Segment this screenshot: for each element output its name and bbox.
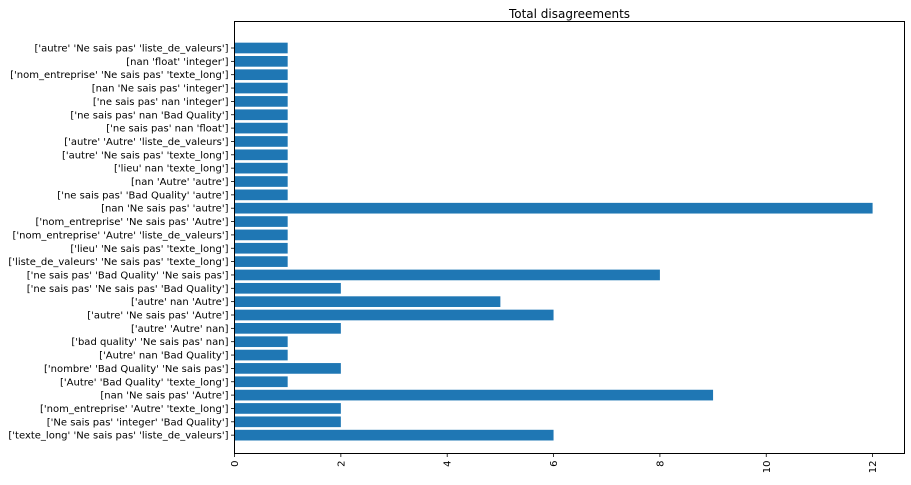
- bar: [234, 202, 873, 214]
- y-tick-label: ['nombre' 'Bad Quality' 'Ne sais pas']: [44, 364, 229, 375]
- y-tick-label: ['lieu' 'Ne sais pas' 'texte_long']: [70, 244, 228, 255]
- bar: [234, 323, 341, 334]
- bar: [234, 136, 288, 147]
- y-tick-label: ['nom_entreprise' 'Autre' 'texte_long']: [40, 404, 229, 415]
- y-tick-label: ['autre' nan 'Autre']: [131, 297, 229, 308]
- y-tick-label: ['ne sais pas' 'Bad Quality' 'Ne sais pa…: [27, 270, 229, 281]
- plot-frame: [234, 21, 905, 454]
- y-tick-label: ['autre' 'Ne sais pas' 'Autre']: [87, 311, 228, 322]
- bar: [234, 82, 288, 94]
- y-tick-label: ['texte_long' 'Ne sais pas' 'liste_de_va…: [8, 431, 228, 442]
- bar: [234, 242, 288, 254]
- bar: [234, 176, 288, 187]
- y-tick-label: ['ne sais pas' 'Bad Quality' 'autre']: [57, 190, 228, 201]
- y-tick-label: ['ne sais pas' nan 'integer']: [93, 97, 229, 108]
- y-tick-label: [nan 'Autre' 'autre']: [131, 177, 229, 188]
- x-tick-label: 4: [443, 461, 454, 467]
- y-tick-label: ['autre' 'Autre' 'liste_de_valeurs']: [64, 137, 228, 148]
- y-tick-label: ['ne sais pas' nan 'float']: [106, 124, 228, 135]
- y-tick-label: ['nom_entreprise' 'Autre' 'liste_de_vale…: [12, 230, 228, 241]
- bar: [234, 56, 288, 67]
- y-tick-label: ['liste_de_valeurs' 'Ne sais pas' 'texte…: [8, 257, 228, 268]
- bar: [234, 296, 501, 307]
- y-tick-label: [nan 'Ne sais pas' 'integer']: [92, 84, 229, 95]
- y-tick-label: [nan 'Ne sais pas' 'Autre']: [100, 391, 228, 402]
- bar: [234, 389, 714, 401]
- bar: [234, 216, 288, 227]
- bar: [234, 96, 288, 107]
- y-tick-label: ['nom_entreprise' 'Ne sais pas' 'texte_l…: [10, 70, 228, 81]
- y-tick-label: ['Ne sais pas' 'integer' 'Bad Quality']: [47, 417, 229, 428]
- x-tick-label: 8: [655, 461, 666, 467]
- x-tick-label: 10: [762, 461, 773, 474]
- y-axis: ['autre' 'Ne sais pas' 'liste_de_valeurs…: [8, 44, 235, 442]
- x-tick-label: 12: [868, 461, 879, 474]
- bar: [234, 309, 554, 321]
- bar: [234, 42, 288, 54]
- y-tick-label: ['ne sais pas' 'Ne sais pas' 'Bad Qualit…: [27, 284, 229, 295]
- bar: [234, 109, 288, 121]
- x-axis: 0 2 4 6 8 10 12: [230, 453, 879, 474]
- y-tick-label: ['bad quality' 'Ne sais pas' nan]: [71, 337, 228, 348]
- chart-title: Total disagreements: [508, 7, 630, 21]
- bar: [234, 269, 660, 281]
- bar: [234, 162, 288, 174]
- y-tick-label: ['nom_entreprise' 'Ne sais pas' 'Autre']: [35, 217, 228, 228]
- bar: [234, 69, 288, 81]
- y-tick-label: [nan 'float' 'integer']: [126, 57, 228, 68]
- y-tick-label: ['autre' 'Ne sais pas' 'texte_long']: [62, 150, 229, 161]
- y-tick-label: ['lieu' nan 'texte_long']: [114, 164, 229, 175]
- bar: [234, 282, 341, 294]
- x-tick-label: 0: [230, 461, 241, 467]
- bar: [234, 403, 341, 414]
- bar: [234, 363, 341, 374]
- y-tick-label: ['ne sais pas' nan 'Bad Quality']: [70, 110, 228, 121]
- bar: [234, 122, 288, 134]
- y-tick-label: ['autre' 'Autre' nan]: [131, 324, 229, 335]
- bar: [234, 256, 288, 267]
- bar: [234, 229, 288, 241]
- y-tick-label: ['Autre' 'Bad Quality' 'texte_long']: [60, 377, 229, 388]
- x-tick-label: 2: [336, 461, 347, 467]
- y-tick-label: ['Autre' nan 'Bad Quality']: [99, 351, 228, 362]
- bar: [234, 349, 288, 361]
- bar: [234, 376, 288, 388]
- y-tick-label: ['autre' 'Ne sais pas' 'liste_de_valeurs…: [34, 44, 228, 55]
- bar: [234, 429, 554, 441]
- bars-group: [234, 42, 873, 441]
- bar: [234, 416, 341, 428]
- bar: [234, 336, 288, 348]
- bar: [234, 189, 288, 201]
- x-tick-label: 6: [549, 461, 560, 467]
- bar: [234, 149, 288, 161]
- y-tick-label: [nan 'Ne sais pas' 'autre']: [101, 204, 228, 215]
